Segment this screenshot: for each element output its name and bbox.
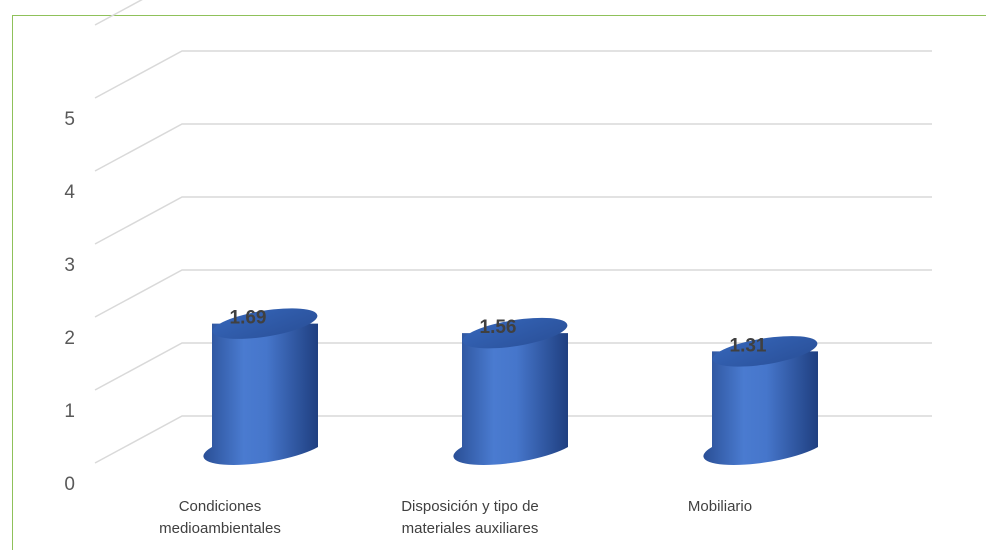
y-axis-ticks: 0 1 2 3 4 5 (64, 109, 75, 495)
bar-cap (212, 308, 318, 339)
x-axis-categories: Condiciones medioambientales Disposición y… (159, 498, 752, 537)
bar-1 (453, 317, 568, 465)
data-label: 1.31 (730, 335, 767, 356)
y-tick-label: 1 (64, 401, 75, 422)
bar-2 (703, 336, 818, 465)
gridline-5 (94, 50, 932, 99)
y-tick-label: 0 (64, 474, 75, 495)
y-tick-label: 2 (64, 328, 75, 349)
bars (203, 308, 818, 465)
gridline-3 (94, 196, 932, 245)
y-tick-label: 4 (64, 182, 75, 203)
gridline-top (94, 0, 143, 26)
bar-cap (712, 336, 818, 367)
y-tick-label: 3 (64, 255, 75, 276)
bar-body (703, 351, 818, 465)
y-tick-label: 5 (64, 109, 75, 130)
data-labels: 1.69 1.56 1.31 (230, 308, 767, 357)
bar-body (453, 333, 568, 465)
bar-body (203, 323, 318, 465)
gridlines (94, 0, 932, 464)
category-label-0: Condiciones medioambientales (159, 498, 281, 537)
data-label: 1.69 (230, 308, 267, 329)
gridline-4 (94, 123, 932, 172)
data-label: 1.56 (480, 317, 517, 338)
category-label-1: Disposición y tipo de materiales auxiliar… (401, 498, 539, 537)
gridline-0 (94, 415, 932, 464)
gridline-2 (94, 269, 932, 318)
bar-cap (462, 317, 568, 349)
bar-0 (203, 308, 318, 465)
gridline-1 (94, 342, 932, 391)
category-label-2: Mobiliario (688, 498, 752, 515)
chart-frame (12, 15, 986, 550)
